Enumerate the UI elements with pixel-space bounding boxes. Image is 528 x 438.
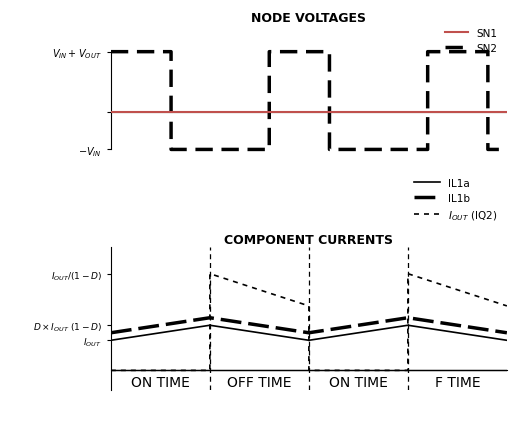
Title: COMPONENT CURRENTS: COMPONENT CURRENTS: [224, 233, 393, 246]
Title: NODE VOLTAGES: NODE VOLTAGES: [251, 12, 366, 25]
Legend: IL1a, IL1b, $I_{OUT}$ (IQ2): IL1a, IL1b, $I_{OUT}$ (IQ2): [410, 174, 502, 226]
Legend: SN1, SN2: SN1, SN2: [441, 25, 502, 58]
